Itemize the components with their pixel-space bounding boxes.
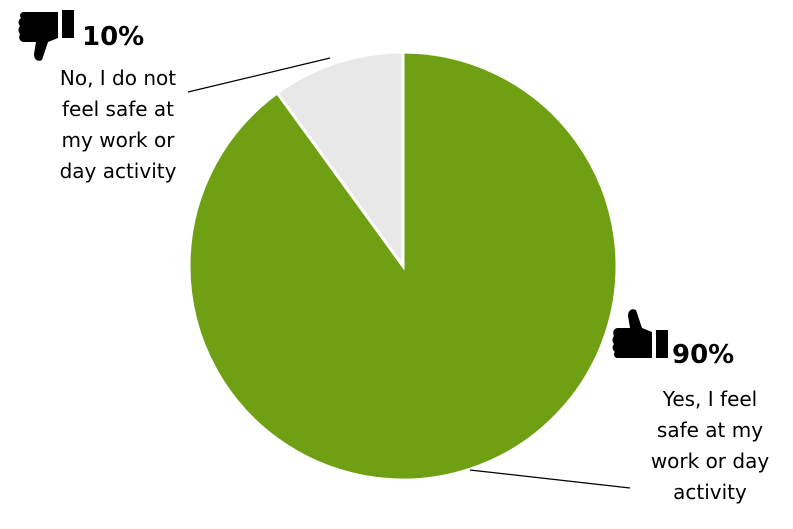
slice-label-no-line: my work or [61, 128, 175, 152]
value-label-yes: 90% [672, 340, 735, 370]
slice-label-yes-line: Yes, I feel [662, 387, 758, 411]
thumbs-up-icon [612, 309, 668, 358]
slice-label-no: No, I do not feel safe at my work or day… [38, 63, 198, 187]
slice-label-yes-line: work or day [650, 449, 770, 473]
slice-label-yes: Yes, I feel safe at my work or day activ… [628, 384, 792, 508]
slice-label-yes-line: safe at my [656, 418, 764, 442]
leader-line-yes [469, 469, 631, 489]
pie-slice-no [275, 50, 405, 271]
value-label-no: 10% [82, 22, 145, 52]
leader-line-no [187, 57, 331, 93]
slice-label-no-line: No, I do not [59, 66, 177, 90]
slice-label-no-line: feel safe at [61, 97, 175, 121]
slice-label-no-line: day activity [59, 159, 177, 183]
thumbs-down-icon [18, 10, 74, 61]
pie-slices [187, 50, 619, 482]
slice-label-yes-line: activity [673, 480, 747, 504]
